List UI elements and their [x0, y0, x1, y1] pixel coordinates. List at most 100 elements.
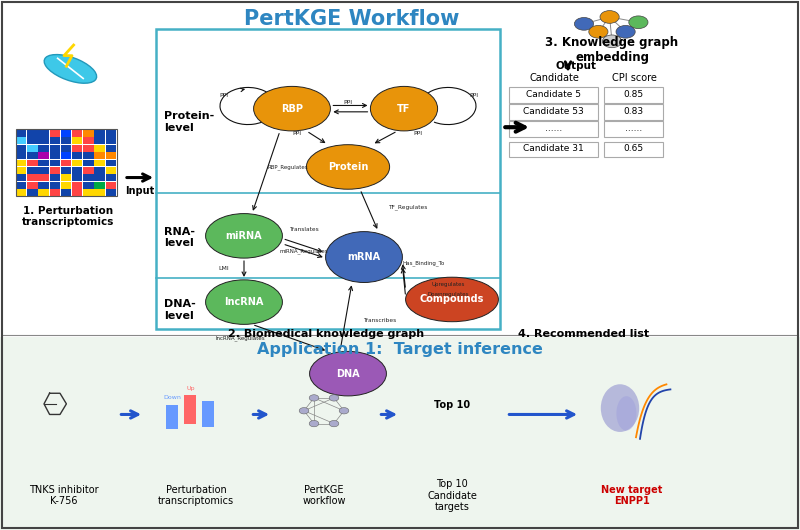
- Bar: [16, 145, 26, 152]
- Bar: [38, 130, 49, 137]
- Bar: [27, 145, 38, 152]
- Bar: [72, 152, 82, 159]
- Bar: [27, 182, 38, 189]
- Ellipse shape: [616, 396, 637, 430]
- Bar: [27, 152, 38, 159]
- Bar: [16, 174, 26, 181]
- Bar: [16, 189, 26, 196]
- Bar: [50, 174, 60, 181]
- FancyBboxPatch shape: [509, 104, 598, 120]
- Bar: [94, 137, 105, 144]
- Ellipse shape: [370, 86, 438, 131]
- Text: ......: ......: [545, 124, 562, 132]
- Text: Up: Up: [186, 386, 194, 391]
- Bar: [202, 401, 214, 427]
- Bar: [50, 160, 60, 166]
- Text: PPI: PPI: [219, 93, 229, 98]
- Text: Perturbation
transcriptomics: Perturbation transcriptomics: [158, 485, 234, 506]
- Text: lncRNA: lncRNA: [224, 297, 264, 307]
- Bar: [38, 160, 49, 166]
- Text: 0.85: 0.85: [623, 90, 644, 99]
- Bar: [38, 167, 49, 174]
- Text: miRNA_Regulates: miRNA_Regulates: [280, 248, 328, 253]
- Text: 1. Perturbation
transcriptomics: 1. Perturbation transcriptomics: [22, 206, 114, 227]
- Text: Candidate 53: Candidate 53: [523, 107, 584, 116]
- Bar: [72, 174, 82, 181]
- Bar: [83, 167, 94, 174]
- Bar: [106, 130, 116, 137]
- Bar: [61, 160, 71, 166]
- Bar: [27, 137, 38, 144]
- Text: Downregulates: Downregulates: [427, 292, 469, 297]
- Text: Protein: Protein: [328, 162, 368, 172]
- Bar: [72, 137, 82, 144]
- Bar: [0, 337, 800, 530]
- Bar: [38, 174, 49, 181]
- Bar: [166, 405, 178, 429]
- Text: Upregulates: Upregulates: [431, 282, 465, 287]
- Bar: [94, 130, 105, 137]
- Text: PertKGE
workflow: PertKGE workflow: [302, 485, 346, 506]
- Bar: [61, 130, 71, 137]
- Bar: [106, 189, 116, 196]
- Bar: [83, 189, 94, 196]
- Bar: [83, 152, 94, 159]
- Text: Down: Down: [163, 395, 181, 400]
- Text: TF: TF: [398, 104, 410, 113]
- Text: 2. Biomedical knowledge graph: 2. Biomedical knowledge graph: [228, 329, 425, 339]
- Circle shape: [574, 17, 594, 30]
- Bar: [27, 160, 38, 166]
- Bar: [27, 174, 38, 181]
- FancyBboxPatch shape: [509, 121, 598, 137]
- FancyBboxPatch shape: [156, 29, 500, 329]
- Text: PPI: PPI: [343, 100, 353, 105]
- Text: Transcribes: Transcribes: [363, 318, 397, 323]
- Bar: [106, 167, 116, 174]
- FancyBboxPatch shape: [509, 142, 598, 157]
- Bar: [16, 130, 26, 137]
- Bar: [72, 189, 82, 196]
- Ellipse shape: [306, 145, 390, 189]
- Ellipse shape: [206, 214, 282, 258]
- Bar: [27, 189, 38, 196]
- Bar: [16, 182, 26, 189]
- Circle shape: [600, 11, 619, 23]
- Text: Input: Input: [126, 186, 154, 196]
- Bar: [106, 145, 116, 152]
- Bar: [61, 152, 71, 159]
- Bar: [72, 130, 82, 137]
- Bar: [16, 137, 26, 144]
- Text: Top 10: Top 10: [434, 401, 470, 410]
- Bar: [61, 174, 71, 181]
- Bar: [94, 174, 105, 181]
- Bar: [50, 167, 60, 174]
- Bar: [83, 145, 94, 152]
- Bar: [94, 167, 105, 174]
- Bar: [50, 145, 60, 152]
- Bar: [50, 189, 60, 196]
- Text: RBP_Regulates: RBP_Regulates: [268, 164, 308, 170]
- Bar: [61, 182, 71, 189]
- Bar: [94, 182, 105, 189]
- Bar: [50, 130, 60, 137]
- Text: New target
ENPP1: New target ENPP1: [602, 485, 662, 506]
- Bar: [38, 152, 49, 159]
- Circle shape: [602, 35, 622, 48]
- Circle shape: [339, 408, 349, 414]
- Bar: [61, 189, 71, 196]
- Bar: [16, 152, 26, 159]
- Text: PPI: PPI: [414, 131, 423, 136]
- Text: Top 10
Candidate
targets: Top 10 Candidate targets: [427, 479, 477, 512]
- Bar: [94, 145, 105, 152]
- Text: Has_Binding_To: Has_Binding_To: [403, 261, 445, 266]
- Bar: [38, 189, 49, 196]
- Circle shape: [330, 420, 339, 427]
- Bar: [72, 145, 82, 152]
- Bar: [61, 167, 71, 174]
- Bar: [106, 182, 116, 189]
- Bar: [27, 130, 38, 137]
- Text: Application 1:  Target inference: Application 1: Target inference: [257, 342, 543, 357]
- Text: 4. Recommended list: 4. Recommended list: [518, 329, 650, 339]
- Circle shape: [629, 16, 648, 29]
- Text: RBP: RBP: [281, 104, 303, 113]
